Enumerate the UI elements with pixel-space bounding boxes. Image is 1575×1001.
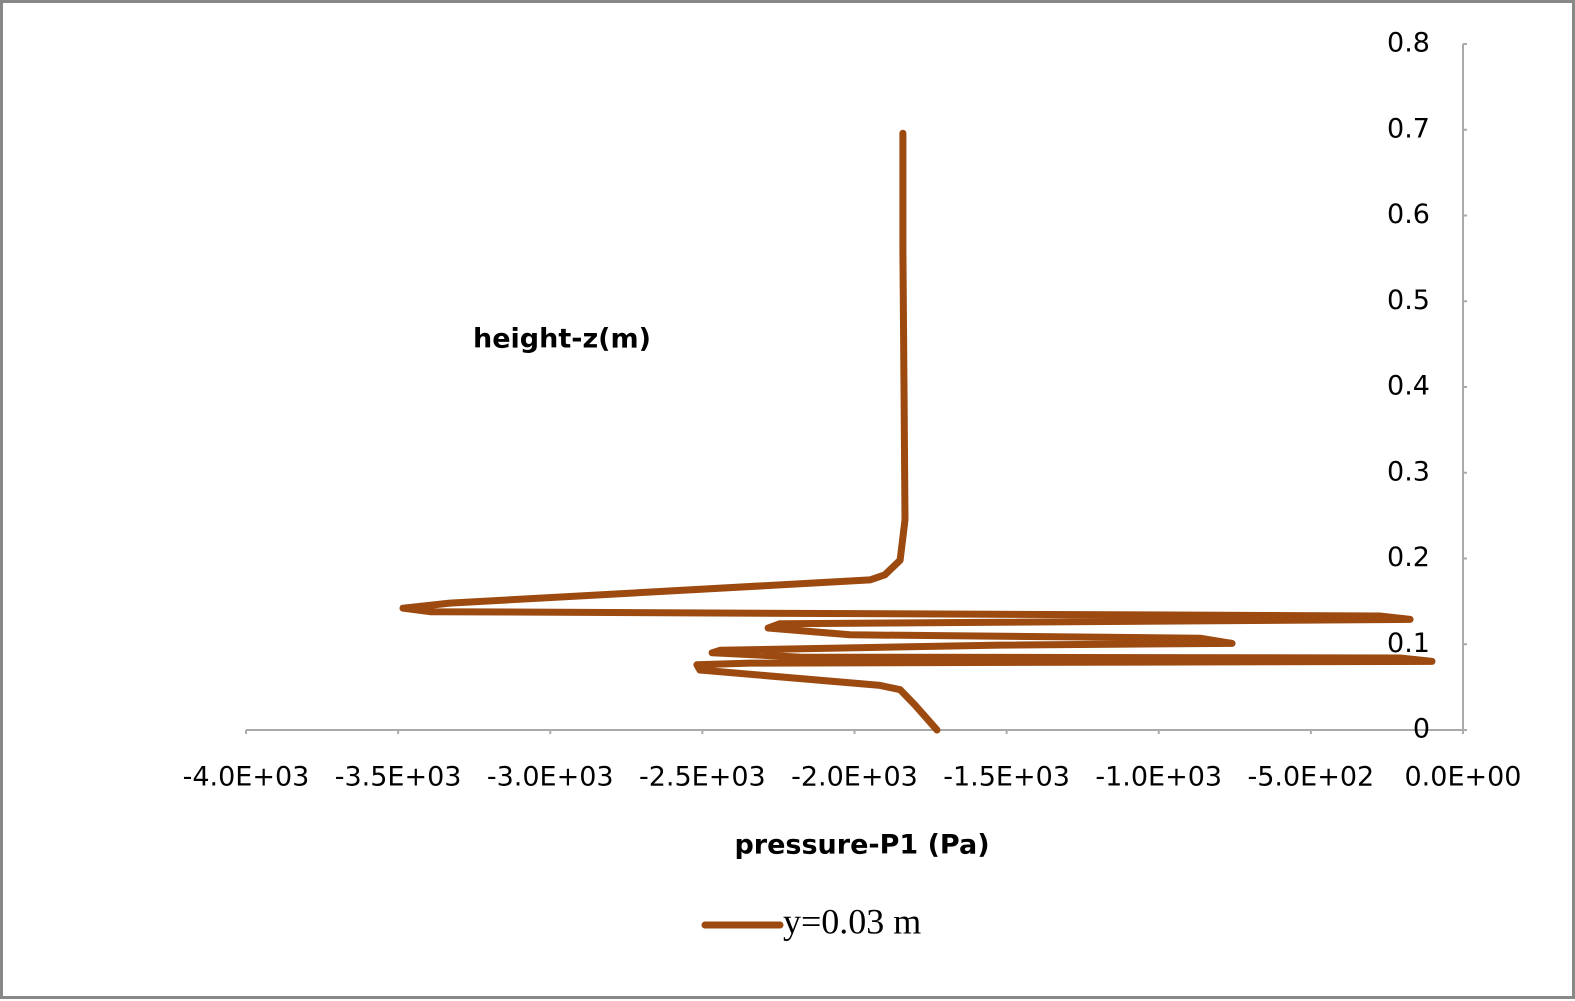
x-tick-label: -2.0E+03 [791, 762, 918, 793]
y-tick-label: 0.1 [1387, 628, 1430, 659]
y-tick-label: 0.7 [1387, 113, 1430, 144]
y-tick-label: 0.3 [1387, 456, 1430, 487]
y-tick-label: 0.5 [1387, 285, 1430, 316]
x-axis-label: pressure-P1 (Pa) [734, 830, 989, 861]
y-tick-label: 0.4 [1387, 371, 1430, 402]
y-tick-label: 0.6 [1387, 199, 1430, 230]
y-tick-label: 0.2 [1387, 542, 1430, 573]
x-tick-label: -3.0E+03 [487, 762, 614, 793]
x-tick-label: -5.0E+02 [1248, 762, 1375, 793]
legend-label: y=0.03 m [783, 901, 921, 941]
x-tick-label: -4.0E+03 [183, 762, 310, 793]
x-tick-label: -2.5E+03 [639, 762, 766, 793]
x-tick-label: -1.5E+03 [943, 762, 1070, 793]
y-axis-label: height-z(m) [473, 324, 651, 355]
x-tick-label: -1.0E+03 [1095, 762, 1222, 793]
x-tick-label: -3.5E+03 [335, 762, 462, 793]
x-tick-label: 0.0E+00 [1405, 762, 1522, 793]
y-tick-label: 0 [1413, 714, 1430, 745]
y-tick-label: 0.8 [1387, 28, 1430, 59]
data-line [399, 129, 1436, 734]
